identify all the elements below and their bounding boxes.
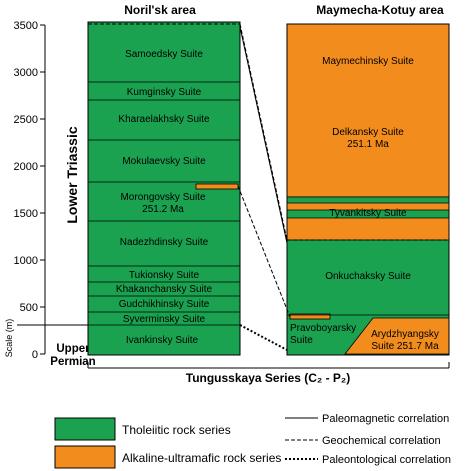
tick-label-3500: 3500 — [14, 20, 38, 32]
scale-axis: 3500 3000 2500 2000 1500 1000 500 0 Scal… — [4, 20, 46, 361]
maymecha-column-outline — [286, 23, 450, 356]
delkansky-age-label: 251.1 Ma — [347, 139, 389, 150]
arydzhyangsky-suite-label-line1: Arydzhyangsky — [371, 329, 439, 340]
legend: Tholeiitic rock series Alkaline-ultramaf… — [54, 413, 451, 469]
delkansky-suite-label: Delkansky Suite — [332, 127, 404, 138]
syverminsky-suite-label: Syverminsky Suite — [123, 314, 206, 325]
maymecha-column: Maymechinsky Suite Delkansky Suite 251.1… — [286, 23, 450, 356]
noril-alkaline-lens — [195, 183, 239, 190]
tyvankitsky-suite-label: Tyvankitsky Suite — [329, 208, 407, 219]
ivankinsky-suite-label: Ivankinsky Suite — [126, 335, 199, 346]
maymecha-green-band-1 — [287, 197, 449, 203]
tick-label-500: 500 — [20, 302, 38, 314]
lower-triassic-label: Lower Triassic — [64, 126, 80, 223]
tick-label-2000: 2000 — [14, 161, 38, 173]
gudchikhinsky-suite-label: Gudchikhinsky Suite — [119, 299, 210, 310]
upper-permian-label-line1: Upper — [56, 343, 90, 355]
paleomagnetic-link — [239, 26, 288, 244]
noril-suite-boundaries — [88, 81, 240, 326]
tukionsky-suite-label: Tukionsky Suite — [129, 270, 200, 281]
legend-label-paleontological: Paleontological correlation — [322, 454, 451, 466]
arydzhyangsky-suite-label-line2: Suite 251.7 Ma — [371, 341, 439, 352]
tick-label-2500: 2500 — [14, 114, 38, 126]
legend-label-alkaline: Alkaline-ultramafic rock series — [122, 451, 281, 465]
maymecha-area-title: Maymecha-Kotuy area — [316, 3, 444, 17]
tick-label-1000: 1000 — [14, 255, 38, 267]
maymechinsky-suite-label: Maymechinsky Suite — [322, 56, 414, 67]
pravoboyarsky-suite-label-line2: Suite — [290, 335, 313, 346]
onkuchaksky-suite-label: Onkuchaksky Suite — [325, 271, 411, 282]
tungusskaya-series-label: Tungusskaya Series (C₂ - P₂) — [186, 371, 351, 385]
legend-label-tholeiitic: Tholeiitic rock series — [122, 423, 231, 437]
geochemical-top-link — [239, 23, 288, 241]
mokulaevsky-suite-label: Mokulaevsky Suite — [122, 156, 206, 167]
kumginsky-suite-label: Kumginsky Suite — [127, 87, 202, 98]
maymecha-onkuchaksky-band — [287, 240, 449, 315]
maymecha-orange-upper — [286, 23, 450, 198]
paleontological-link — [239, 324, 288, 351]
khakanchansky-suite-label: Khakanchansky Suite — [116, 284, 213, 295]
correlation-lines — [88, 23, 449, 351]
tick-label-1500: 1500 — [14, 208, 38, 220]
noril-column: Samoedsky Suite Kumginsky Suite Kharaela… — [87, 21, 241, 356]
noril-area-title: Noril'sk area — [124, 3, 196, 17]
nadezhdinsky-suite-label: Nadezhdinsky Suite — [120, 237, 209, 248]
legend-label-geochemical: Geochemical correlation — [322, 435, 441, 447]
maymecha-orange-band-1 — [287, 203, 449, 210]
upper-permian-label-line2: Permian — [50, 356, 95, 368]
legend-swatch-alkaline — [54, 445, 116, 469]
tick-label-3000: 3000 — [14, 67, 38, 79]
maymecha-tyvankitsky-band — [287, 210, 449, 218]
samoedsky-suite-label: Samoedsky Suite — [125, 49, 203, 60]
legend-swatch-tholeiitic — [54, 417, 116, 441]
scale-axis-label: Scale (m) — [4, 319, 14, 358]
tungusskaya-series-bracket — [87, 362, 450, 369]
maymecha-orange-band-2 — [287, 218, 449, 240]
tick-label-0: 0 — [32, 349, 38, 361]
morongovsky-suite-label: Morongovsky Suite — [120, 192, 205, 203]
pravoboyarsky-suite-label-line1: Pravoboyarsky — [290, 323, 356, 334]
geochemical-mid-link — [237, 185, 291, 318]
morongovsky-age-label: 251.2 Ma — [142, 204, 184, 215]
kharaelakhsky-suite-label: Kharaelakhsky Suite — [118, 114, 210, 125]
legend-label-paleomagnetic: Paleomagnetic correlation — [322, 413, 449, 425]
